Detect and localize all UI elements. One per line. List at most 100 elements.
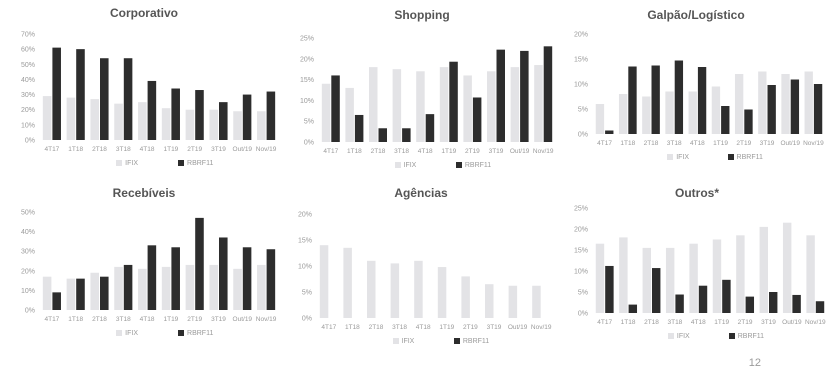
legend-label: IFIX: [676, 333, 690, 340]
bar-ifix: [665, 91, 674, 134]
legend-item: IFIX: [116, 330, 138, 337]
x-tick-label: 2T19: [187, 316, 202, 323]
x-tick-label: 1T19: [439, 324, 454, 331]
legend-item: IFIX: [667, 154, 689, 161]
bar-rbrf11: [815, 301, 825, 313]
bar-ifix: [66, 97, 76, 140]
y-tick-label: 20%: [21, 268, 35, 275]
chart-title: Outros*: [674, 186, 719, 200]
bar-ifix: [782, 222, 792, 313]
x-tick-label: Out/19: [782, 319, 802, 326]
legend-item: IFIX: [392, 338, 414, 345]
chart-svg: 0% 10% 20% 30% 40% 50% 60% 70% 4T17 1T18 2T18 3T18 4…: [21, 32, 277, 154]
y-tick-label: 0%: [578, 132, 588, 139]
bar-rbrf11: [195, 90, 204, 140]
x-tick-label: 4T18: [418, 148, 433, 155]
bar-ifix: [487, 71, 496, 142]
bar-rbrf11: [674, 60, 684, 134]
bar-ifix: [90, 99, 99, 140]
bar-rbrf11: [147, 80, 157, 140]
bar-ifix: [595, 104, 605, 134]
bar-rbrf11: [721, 106, 730, 134]
bar-ifix: [439, 67, 449, 142]
x-tick-label: 3T19: [211, 316, 226, 323]
x-tick-label: 4T17: [597, 319, 612, 326]
page-number: 12: [748, 357, 761, 369]
x-tick-label: 2T18: [371, 148, 386, 155]
legend-swatch: [455, 162, 462, 169]
y-tick-label: 50%: [21, 62, 35, 69]
y-tick-label: 0%: [25, 138, 35, 145]
bar-rbrf11: [697, 67, 707, 134]
x-tick-label: Nov/19: [805, 319, 826, 326]
x-tick-label: 1T18: [345, 324, 360, 331]
x-tick-label: 1T19: [163, 146, 178, 153]
x-tick-label: 1T18: [68, 316, 83, 323]
legend-swatch: [728, 333, 735, 340]
x-tick-label: 2T19: [465, 148, 480, 155]
bar-ifix: [321, 83, 331, 142]
legend-label: IFIX: [676, 154, 690, 161]
bar-rbrf11: [496, 49, 505, 143]
bar-ifix: [437, 267, 447, 318]
legend-item: RBRF11: [178, 160, 213, 167]
y-tick-label: 20%: [300, 56, 314, 63]
legend-label: RBRF11: [462, 338, 490, 345]
x-tick-label: 3T19: [487, 324, 502, 331]
bar-ifix: [185, 264, 195, 310]
bar-rbrf11: [767, 85, 776, 134]
bar-ifix: [367, 260, 376, 318]
y-tick-label: 20%: [574, 32, 588, 39]
x-tick-label: 1T18: [68, 146, 83, 153]
legend-swatch: [727, 154, 734, 161]
legend-label: IFIX: [125, 330, 138, 337]
x-tick-label: 2T19: [187, 146, 202, 153]
chart-svg: 0% 5% 10% 15% 20% 4T17 1T18 2T18 3T18 4T18 1T19 2T1…: [298, 212, 552, 332]
x-tick-label: 2T18: [92, 316, 107, 323]
x-tick-label: 4T18: [691, 319, 706, 326]
bar-ifix: [209, 264, 218, 310]
y-tick-label: 15%: [574, 57, 588, 64]
bar-ifix: [712, 239, 722, 313]
x-tick-label: 1T19: [713, 140, 728, 147]
bar-rbrf11: [605, 130, 614, 134]
x-tick-label: Out/19: [233, 316, 253, 323]
bar-rbrf11: [76, 49, 85, 141]
x-tick-label: 4T18: [140, 146, 155, 153]
bar-ifix: [711, 86, 721, 134]
bar-ifix: [758, 71, 767, 134]
y-tick-label: 10%: [574, 269, 588, 276]
bar-rbrf11: [520, 50, 529, 143]
y-tick-label: 10%: [298, 264, 312, 271]
bar-ifix: [804, 71, 813, 134]
bar-rbrf11: [266, 249, 276, 310]
y-tick-label: 5%: [578, 290, 588, 297]
bar-ifix: [508, 285, 518, 318]
bar-rbrf11: [628, 66, 637, 134]
y-tick-label: 0%: [302, 316, 312, 323]
chart-panel: Corporativo 0% 10% 20% 30% 40% 50% 60% 70% 4T17 1T…: [4, 6, 284, 178]
x-tick-label: 4T17: [321, 324, 336, 331]
bar-ifix: [618, 94, 628, 134]
x-tick-label: 4T17: [44, 146, 59, 153]
y-tick-label: 0%: [25, 308, 35, 315]
chart-panel: Shopping 0% 5% 10% 15% 20% 25% 4T17 1T18 2T18 3T18…: [283, 8, 561, 180]
bar-ifix: [161, 266, 171, 310]
bar-ifix: [485, 284, 494, 318]
bar-ifix: [414, 260, 423, 318]
bar-ifix: [390, 263, 400, 318]
bar-rbrf11: [698, 285, 708, 313]
bar-ifix: [689, 243, 698, 313]
x-tick-label: Out/19: [508, 324, 528, 331]
bar-ifix: [734, 74, 744, 134]
bar-rbrf11: [242, 94, 252, 140]
x-tick-label: Out/19: [780, 140, 800, 147]
legend-swatch: [453, 338, 460, 345]
chart-panel: Recebíveis 0% 10% 20% 30% 40% 50% 4T17 1T18 2T18 3…: [4, 186, 284, 348]
x-tick-label: 1T19: [163, 316, 178, 323]
y-tick-label: 30%: [21, 92, 35, 99]
chart-panel: Galpão/Logístico 0% 5% 10% 15% 20% 4T17 1T18 2T1…: [561, 8, 827, 172]
bar-rbrf11: [266, 91, 276, 140]
x-tick-label: 4T17: [323, 148, 338, 155]
x-tick-label: 4T17: [597, 140, 612, 147]
